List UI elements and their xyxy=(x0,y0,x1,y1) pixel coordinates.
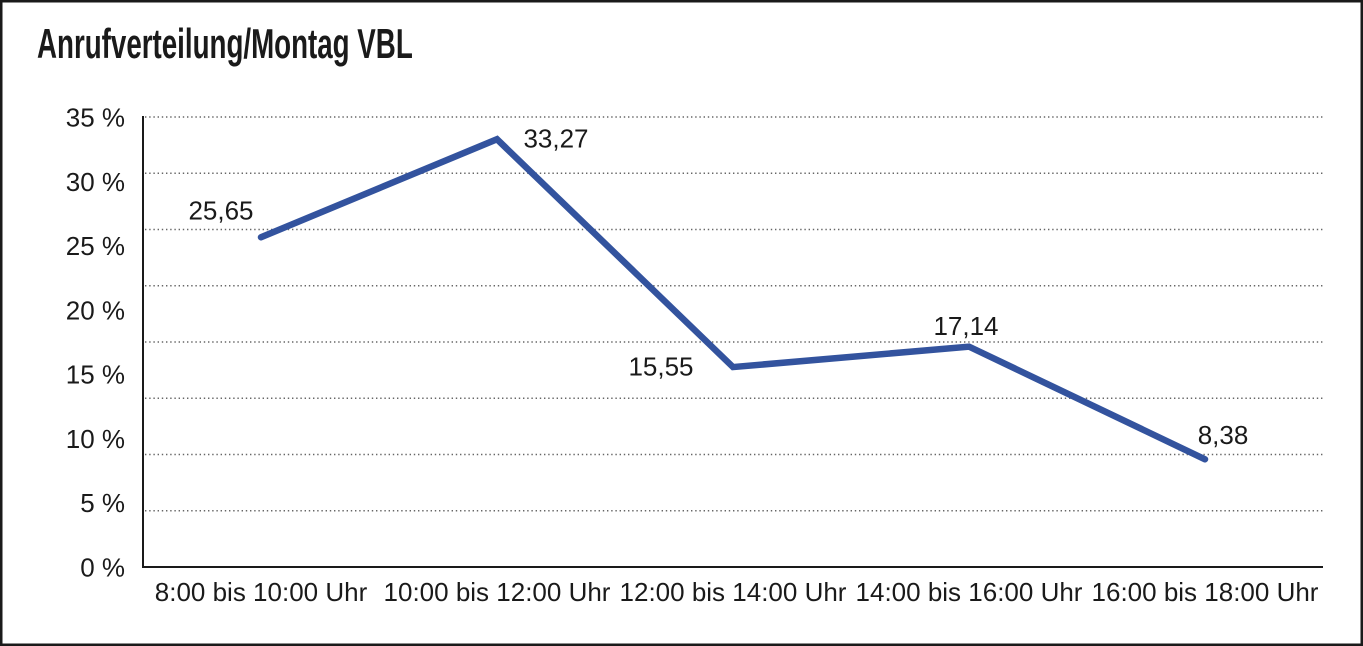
data-label: 15,55 xyxy=(628,352,693,382)
x-axis-label: 10:00 bis 12:00 Uhr xyxy=(384,577,611,607)
y-axis-label: 20 % xyxy=(66,295,125,325)
chart-title: Anrufverteilung/Montag VBL xyxy=(37,20,413,67)
data-label: 25,65 xyxy=(188,196,253,226)
y-axis-label: 35 % xyxy=(66,103,125,133)
y-axis-label: 10 % xyxy=(66,424,125,454)
y-axis-label: 5 % xyxy=(80,488,125,518)
data-label: 8,38 xyxy=(1198,420,1249,450)
y-axis-label: 15 % xyxy=(66,360,125,390)
x-axis-label: 16:00 bis 18:00 Uhr xyxy=(1092,577,1319,607)
y-axis-label: 30 % xyxy=(66,167,125,197)
y-axis-label: 25 % xyxy=(66,231,125,261)
series-line xyxy=(257,135,1209,463)
x-axis-label: 8:00 bis 10:00 Uhr xyxy=(155,577,368,607)
x-axis-label: 14:00 bis 16:00 Uhr xyxy=(856,577,1083,607)
y-axis-label: 0 % xyxy=(80,553,125,583)
x-axis-label: 12:00 bis 14:00 Uhr xyxy=(620,577,847,607)
data-label: 17,14 xyxy=(933,311,998,341)
data-label: 33,27 xyxy=(523,124,588,154)
